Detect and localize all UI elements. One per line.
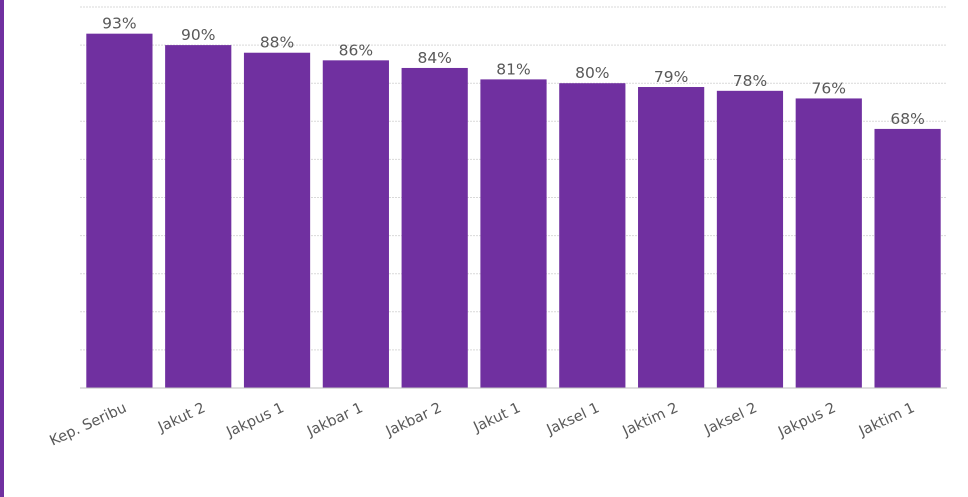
bar-8 [716, 90, 784, 388]
category-labels: Kep. Seribu Jakut 2 Jakpus 1 Jakbar 1 Jakbar… [47, 400, 917, 449]
bars [86, 33, 941, 389]
bar-2 [243, 52, 311, 388]
bar-value-label: 88% [260, 34, 294, 52]
category-label: Jakut 2 [155, 400, 208, 436]
bar-value-label: 93% [102, 15, 136, 33]
bar-3 [322, 60, 389, 389]
category-label: Kep. Seribu [47, 400, 129, 449]
bar-6 [559, 83, 626, 388]
bar-4 [401, 67, 468, 389]
category-label: Jakpus 2 [775, 400, 838, 441]
category-label: Jaksel 2 [701, 400, 759, 439]
category-label: Jakbar 1 [304, 400, 366, 440]
bar-value-label: 80% [575, 64, 609, 82]
category-label: Jakpus 1 [223, 400, 286, 441]
bar-value-label: 81% [496, 60, 530, 78]
bar-9 [795, 98, 862, 388]
category-label: Jakbar 2 [383, 400, 445, 440]
chart-left-border [0, 0, 4, 497]
bar-value-label: 84% [417, 49, 451, 67]
bar-value-labels: 93% 90% 88% 86% 84% 81% 80% 79% 78% 76% 68% [102, 15, 925, 128]
category-label: Jakut 1 [470, 400, 523, 436]
bar-5 [480, 79, 547, 388]
bar-0 [86, 33, 153, 389]
bar-value-label: 79% [654, 68, 688, 86]
bar-10 [874, 128, 941, 389]
bar-value-label: 78% [733, 72, 767, 90]
bar-1 [165, 45, 232, 388]
category-label: Jaksel 1 [544, 400, 602, 439]
bar-7 [638, 87, 705, 388]
bar-value-label: 90% [181, 26, 215, 44]
category-label: Jaktim 1 [856, 400, 917, 440]
bar-value-label: 68% [890, 110, 924, 128]
category-label: Jaktim 2 [619, 400, 680, 440]
bar-value-label: 86% [339, 41, 373, 59]
bar-value-label: 76% [812, 79, 846, 97]
